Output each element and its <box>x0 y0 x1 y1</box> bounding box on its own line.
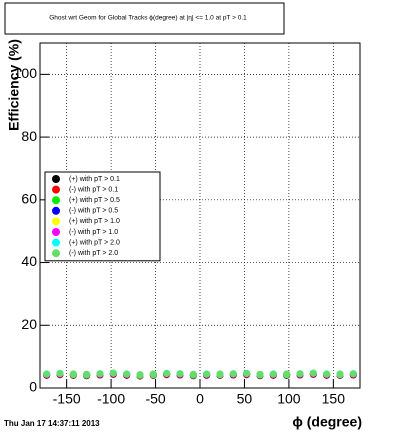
y-tick-label: 20 <box>21 316 37 332</box>
data-point <box>336 370 344 378</box>
data-point <box>229 370 237 378</box>
data-point <box>323 370 331 378</box>
data-point <box>69 370 77 378</box>
x-tick-label: 100 <box>277 391 301 407</box>
data-point <box>109 369 117 377</box>
data-point <box>123 370 131 378</box>
legend-marker <box>52 238 60 247</box>
legend-label: (+) with pT > 0.1 <box>69 176 120 183</box>
x-tick-label: -100 <box>97 391 125 407</box>
y-tick-label: 80 <box>21 128 37 144</box>
data-point <box>189 370 197 378</box>
data-point <box>256 370 264 378</box>
data-point <box>349 370 357 378</box>
legend-label: (+) with pT > 2.0 <box>69 239 120 246</box>
x-tick-label: 150 <box>322 391 346 407</box>
data-point <box>43 370 51 378</box>
data-point <box>136 371 144 379</box>
legend: (+) with pT > 0.1 (-) with pT > 0.1 (+) wi… <box>44 171 161 262</box>
data-point <box>269 370 277 378</box>
legend-label: (-) with pT > 0.5 <box>69 208 118 215</box>
data-point <box>56 370 64 378</box>
data-point <box>296 370 304 378</box>
x-tick-label: -50 <box>145 391 165 407</box>
y-axis-label: Efficiency (%) <box>6 39 22 131</box>
data-point <box>283 370 291 378</box>
x-tick-label: 50 <box>237 391 253 407</box>
footer-date: Thu Jan 17 14:37:11 2013 <box>4 419 100 428</box>
y-tick-label: 0 <box>29 379 37 395</box>
legend-marker <box>52 185 60 194</box>
legend-marker <box>52 196 60 205</box>
y-tick-label: 40 <box>21 253 37 269</box>
legend-box <box>44 171 161 262</box>
legend-marker <box>52 217 60 226</box>
data-point <box>96 370 104 378</box>
data-point <box>243 370 251 378</box>
legend-label: (-) with pT > 1.0 <box>69 229 118 236</box>
chart-title: Ghost wrt Geom for Global Tracks ϕ(degre… <box>49 15 247 22</box>
x-axis-label: ϕ (degree) <box>292 414 362 430</box>
legend-marker <box>52 175 60 183</box>
legend-marker <box>52 228 60 236</box>
y-tick-label: 100 <box>14 65 38 81</box>
legend-label: (-) with pT > 2.0 <box>69 250 118 257</box>
legend-label: (+) with pT > 1.0 <box>69 218 120 225</box>
data-point <box>149 370 157 378</box>
data-point <box>203 370 211 378</box>
y-tick-label: 60 <box>21 191 37 207</box>
data-point <box>83 370 91 378</box>
data-point <box>176 370 184 378</box>
data-point <box>163 370 171 378</box>
data-point <box>309 369 317 377</box>
legend-marker <box>52 249 60 258</box>
x-tick-label: -150 <box>53 391 81 407</box>
title-box <box>4 2 285 35</box>
x-tick-label: 0 <box>196 391 204 407</box>
data-point <box>216 370 224 378</box>
legend-marker <box>52 206 60 215</box>
legend-label: (+) with pT > 0.5 <box>69 197 120 204</box>
legend-label: (-) with pT > 0.1 <box>69 186 118 193</box>
